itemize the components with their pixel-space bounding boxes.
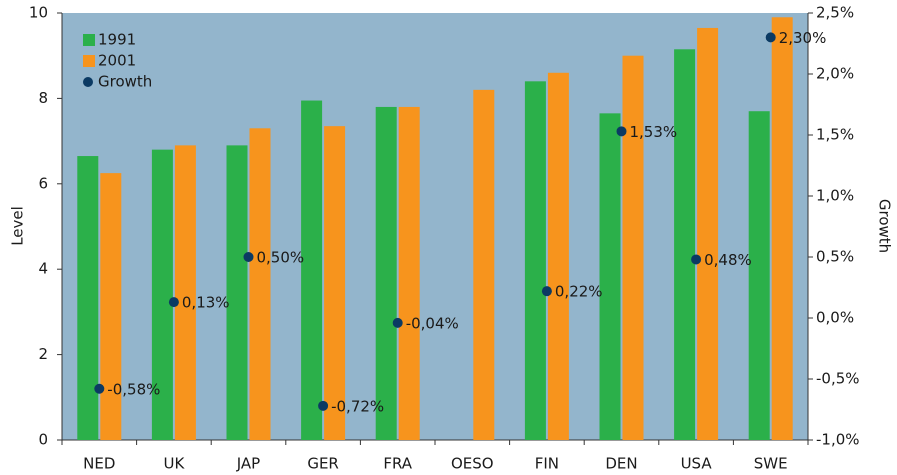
y2-tick-label: 2,5% bbox=[816, 4, 854, 22]
data-label: 1,53% bbox=[630, 123, 678, 141]
bar bbox=[151, 149, 173, 440]
x-tick-label: USA bbox=[681, 455, 713, 473]
x-tick-label: DEN bbox=[605, 455, 637, 473]
data-label: 0,50% bbox=[257, 249, 305, 267]
legend-label: 2001 bbox=[98, 52, 136, 70]
bar bbox=[398, 106, 420, 440]
bar bbox=[674, 49, 696, 441]
y2-axis-label: Growth bbox=[876, 199, 894, 253]
legend-label: Growth bbox=[98, 73, 152, 91]
data-label: 0,48% bbox=[704, 251, 752, 269]
data-label: 0,13% bbox=[182, 294, 230, 312]
x-tick-label: OESO bbox=[451, 455, 494, 473]
growth-point bbox=[318, 400, 329, 411]
bar bbox=[174, 145, 196, 440]
legend-swatch bbox=[83, 55, 95, 67]
y2-tick-label: -0,5% bbox=[816, 370, 860, 388]
y2-tick-label: 1,5% bbox=[816, 126, 854, 144]
legend-swatch bbox=[83, 77, 93, 87]
y-tick-label: 6 bbox=[38, 174, 48, 192]
plot-area bbox=[62, 13, 808, 440]
y-tick-label: 10 bbox=[29, 4, 48, 22]
y2-tick-label: -1,0% bbox=[816, 431, 860, 449]
y-tick-label: 4 bbox=[38, 260, 48, 278]
y2-tick-label: 2,0% bbox=[816, 65, 854, 83]
y2-tick-label: 0,0% bbox=[816, 309, 854, 327]
bar bbox=[748, 111, 770, 441]
x-tick-label: FIN bbox=[535, 455, 559, 473]
data-label: -0,58% bbox=[107, 380, 160, 398]
growth-point bbox=[94, 383, 105, 394]
y2-tick-label: 1,0% bbox=[816, 187, 854, 205]
x-tick-label: FRA bbox=[383, 455, 412, 473]
bar bbox=[473, 89, 495, 441]
x-tick-label: JAP bbox=[236, 455, 260, 473]
bar bbox=[622, 55, 644, 440]
growth-point bbox=[616, 126, 627, 137]
bar bbox=[547, 72, 569, 440]
x-tick-label: GER bbox=[307, 455, 339, 473]
bar bbox=[324, 126, 346, 440]
data-label: 2,30% bbox=[779, 29, 827, 47]
y-tick-label: 8 bbox=[38, 89, 48, 107]
x-tick-label: SWE bbox=[754, 455, 788, 473]
y2-tick-label: 0,5% bbox=[816, 248, 854, 266]
growth-point bbox=[691, 254, 702, 265]
x-tick-label: UK bbox=[163, 455, 185, 473]
data-label: 0,22% bbox=[555, 283, 603, 301]
y-axis-label: Level bbox=[9, 206, 27, 246]
bar bbox=[77, 156, 99, 441]
bar bbox=[100, 173, 122, 440]
bar bbox=[599, 113, 621, 440]
legend-swatch bbox=[83, 34, 95, 46]
growth-point bbox=[168, 297, 179, 308]
data-label: -0,72% bbox=[331, 397, 384, 415]
growth-point bbox=[392, 317, 403, 328]
bar bbox=[524, 81, 546, 440]
bar bbox=[375, 106, 397, 440]
growth-point bbox=[765, 32, 776, 43]
x-tick-label: NED bbox=[83, 455, 115, 473]
bar bbox=[771, 17, 793, 441]
legend-label: 1991 bbox=[98, 31, 136, 49]
data-label: -0,04% bbox=[406, 314, 459, 332]
growth-point bbox=[243, 252, 254, 262]
bar bbox=[249, 128, 271, 441]
y-tick-label: 2 bbox=[38, 345, 48, 363]
bar bbox=[226, 145, 248, 440]
bar bbox=[301, 100, 323, 440]
growth-point bbox=[541, 286, 552, 297]
y-tick-label: 0 bbox=[38, 431, 48, 449]
bar bbox=[697, 27, 719, 440]
